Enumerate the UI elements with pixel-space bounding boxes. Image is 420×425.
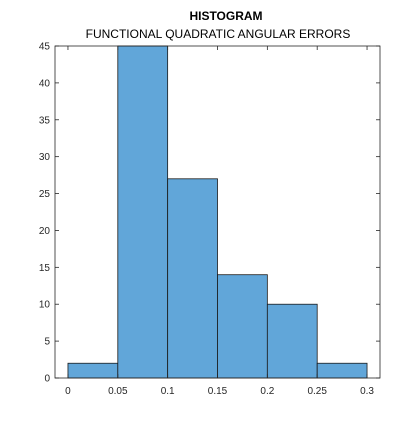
histogram-bar: [67, 362, 119, 379]
y-tick-label: 5: [44, 337, 50, 348]
y-tick-label: 20: [39, 226, 51, 237]
histogram-bar: [217, 274, 268, 379]
y-tick-label: 25: [39, 189, 51, 200]
x-axis: 0 0.05 0.1 0.15 0.2 0.25 0.3: [65, 46, 374, 397]
histogram-bar: [316, 362, 368, 379]
y-tick-label: 45: [39, 42, 51, 53]
y-tick-label: 35: [39, 115, 51, 126]
y-tick-label: 0: [44, 374, 50, 385]
y-axis: 0 5 10 15 20 25 30 35 40 45: [39, 42, 380, 385]
x-tick-label: 0.05: [108, 386, 128, 397]
x-tick-label: 0: [65, 386, 71, 397]
histogram-bar: [167, 178, 218, 379]
chart-subtitle: FUNCTIONAL QUADRATIC ANGULAR ERRORS: [86, 27, 351, 41]
x-tick-label: 0.2: [260, 386, 274, 397]
x-tick-label: 0.25: [307, 386, 327, 397]
histogram-bar: [117, 45, 169, 379]
bars-group: [67, 45, 368, 379]
x-tick-label: 0.3: [360, 386, 374, 397]
y-tick-label: 10: [39, 300, 51, 311]
x-tick-label: 0.1: [161, 386, 175, 397]
y-tick-label: 40: [39, 78, 51, 89]
y-tick-label: 30: [39, 152, 51, 163]
chart-title: HISTOGRAM: [189, 9, 262, 23]
y-tick-label: 15: [39, 263, 51, 274]
histogram-bar: [266, 303, 318, 379]
x-tick-label: 0.15: [208, 386, 228, 397]
